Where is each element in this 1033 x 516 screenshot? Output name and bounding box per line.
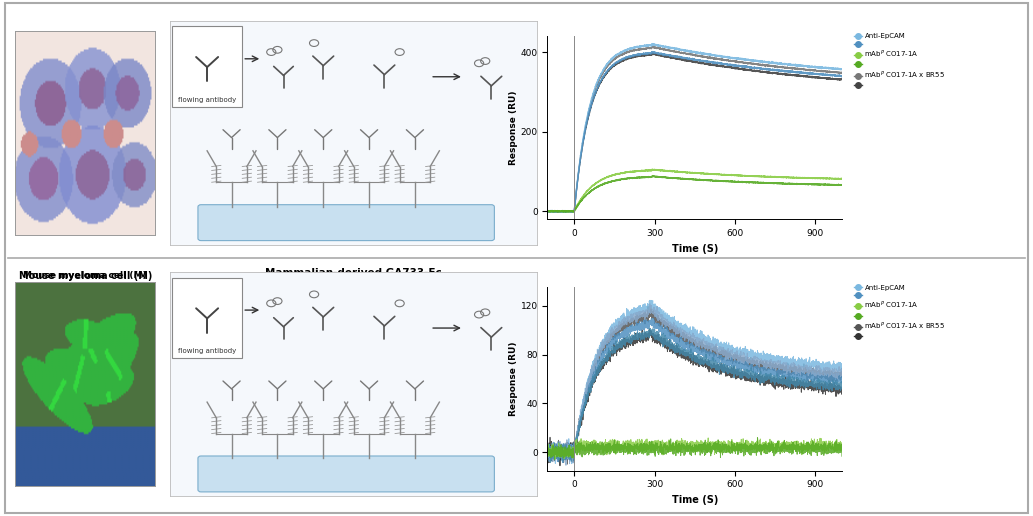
Text: flowing antibody: flowing antibody	[178, 348, 237, 354]
X-axis label: Time (S): Time (S)	[671, 244, 718, 253]
Text: Mammalian-derived GA733-Fc: Mammalian-derived GA733-Fc	[265, 267, 442, 278]
Legend: Anti-EpCAM, , mAb$^P$ CO17-1A, , mAb$^P$ CO17-1A x BR55, : Anti-EpCAM, , mAb$^P$ CO17-1A, , mAb$^P$…	[851, 282, 948, 343]
Text: flowing antibody: flowing antibody	[178, 97, 237, 103]
Title: Mouse myeloma cell (M): Mouse myeloma cell (M)	[24, 271, 147, 281]
Legend: Anti-EpCAM, , mAb$^P$ CO17-1A, , mAb$^P$ CO17-1A x BR55, : Anti-EpCAM, , mAb$^P$ CO17-1A, , mAb$^P$…	[851, 30, 948, 91]
Text: Mouse myeloma cell (M): Mouse myeloma cell (M)	[19, 271, 152, 281]
Y-axis label: Response (RU): Response (RU)	[509, 342, 518, 416]
FancyBboxPatch shape	[171, 278, 243, 358]
FancyBboxPatch shape	[198, 456, 495, 492]
FancyBboxPatch shape	[171, 26, 243, 107]
Y-axis label: Response (RU): Response (RU)	[509, 90, 518, 165]
FancyBboxPatch shape	[198, 205, 495, 240]
X-axis label: Time (S): Time (S)	[671, 495, 718, 505]
